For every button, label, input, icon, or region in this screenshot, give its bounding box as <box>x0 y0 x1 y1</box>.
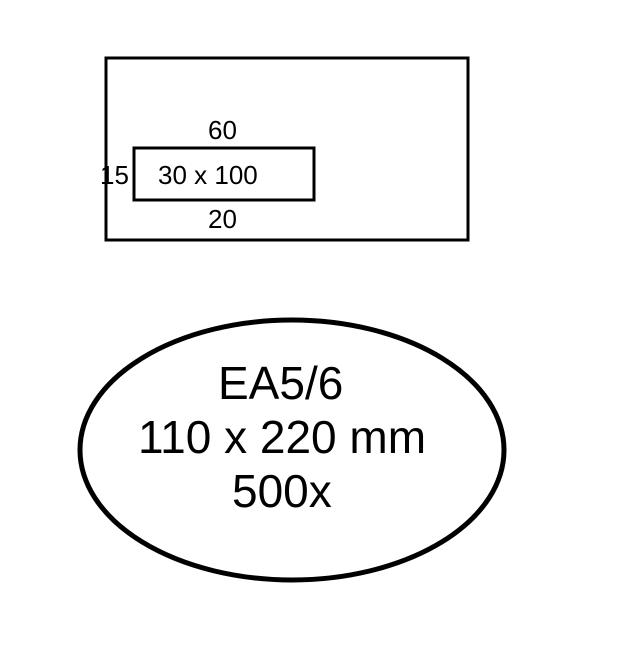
badge-quantity: 500x <box>232 464 332 518</box>
badge-dimensions: 110 x 220 mm <box>138 410 426 464</box>
label-bottom-offset: 20 <box>208 204 237 235</box>
label-left-offset: 15 <box>100 160 129 191</box>
diagram-stage: 60 15 30 x 100 20 EA5/6 110 x 220 mm 500… <box>0 0 640 640</box>
label-window-size: 30 x 100 <box>158 160 258 191</box>
diagram-svg <box>0 0 640 640</box>
label-top-offset: 60 <box>208 115 237 146</box>
badge-format: EA5/6 <box>218 356 343 410</box>
